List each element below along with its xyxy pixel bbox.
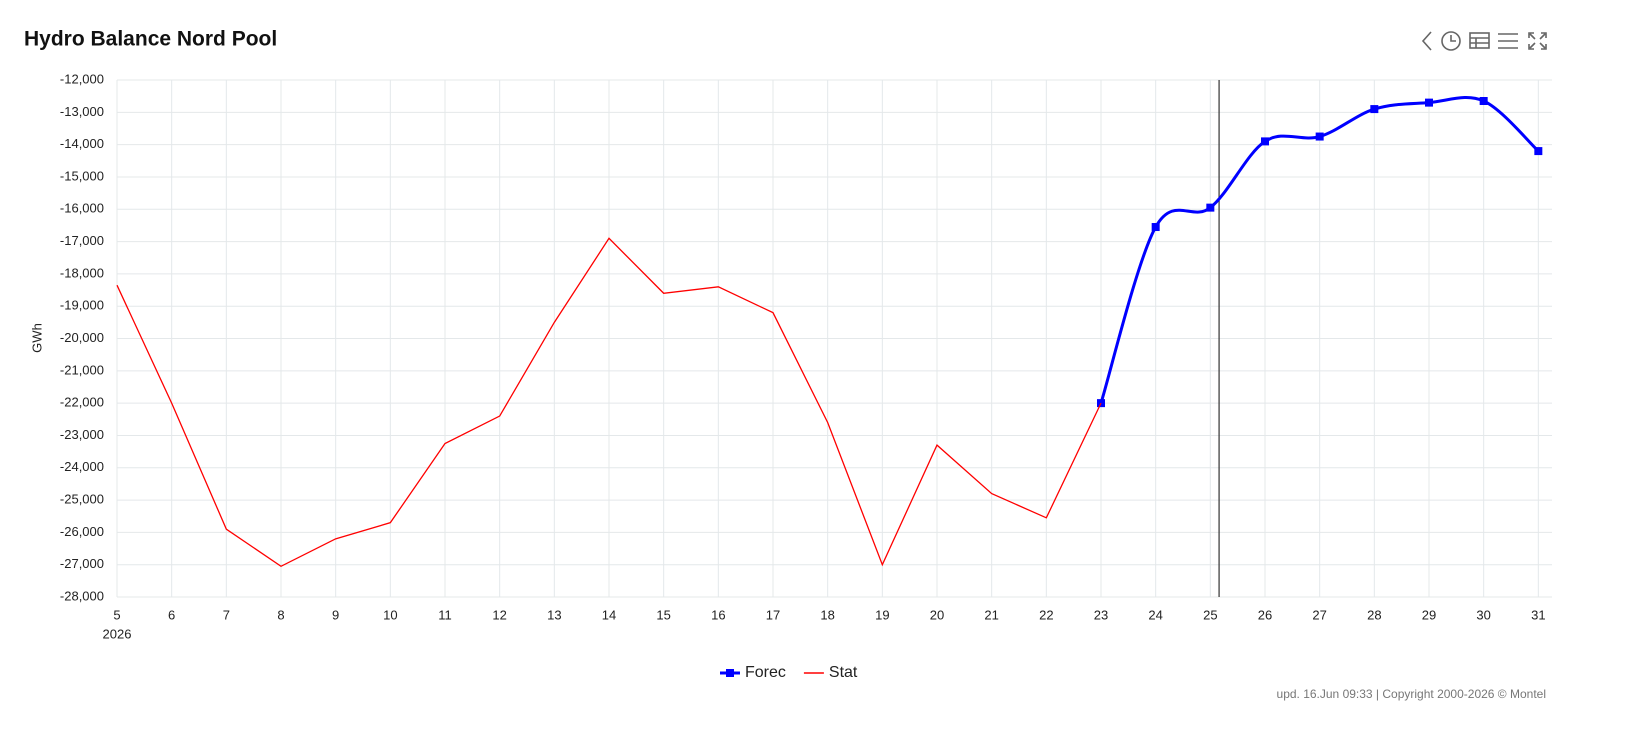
y-tick-label: -13,000 <box>60 104 104 119</box>
x-tick-label: 13 <box>547 607 561 622</box>
y-tick-label: -26,000 <box>60 524 104 539</box>
footer: upd. 16.Jun 09:33 | Copyright 2000-2026 … <box>1277 687 1546 701</box>
point-marker <box>1370 105 1379 114</box>
legend: Forec Stat <box>720 664 858 681</box>
y-tick-label: -25,000 <box>60 492 104 507</box>
x-tick-label: 25 <box>1203 607 1217 622</box>
y-axis-label: GWh <box>29 323 44 353</box>
y-tick-label: -24,000 <box>60 459 104 474</box>
y-tick-label: -17,000 <box>60 233 104 248</box>
point-marker <box>1151 223 1160 232</box>
x-tick-label: 21 <box>984 607 998 622</box>
x-tick-label: 24 <box>1148 607 1162 622</box>
legend-label: Forec <box>745 664 786 681</box>
fullscreen-button[interactable] <box>1528 32 1547 50</box>
x-year-label: 2026 <box>103 626 132 641</box>
x-tick-label: 23 <box>1094 607 1108 622</box>
x-tick-label: 17 <box>766 607 780 622</box>
x-tick-label: 12 <box>492 607 506 622</box>
point-marker <box>1206 203 1215 212</box>
x-tick-label: 10 <box>383 607 397 622</box>
x-tick-label: 16 <box>711 607 725 622</box>
legend-symbol <box>726 669 734 677</box>
y-tick-label: -14,000 <box>60 136 104 151</box>
point-marker <box>1534 147 1543 156</box>
history-button[interactable] <box>1441 31 1461 51</box>
x-tick-label: 28 <box>1367 607 1381 622</box>
x-tick-label: 20 <box>930 607 944 622</box>
table-button[interactable] <box>1469 32 1490 49</box>
x-tick-label: 5 <box>113 607 120 622</box>
x-tick-label: 19 <box>875 607 889 622</box>
x-tick-label: 29 <box>1422 607 1436 622</box>
y-tick-label: -16,000 <box>60 201 104 216</box>
y-tick-label: -27,000 <box>60 556 104 571</box>
toolbar <box>1421 31 1547 51</box>
x-tick-label: 7 <box>223 607 230 622</box>
y-tick-label: -15,000 <box>60 168 104 183</box>
point-marker <box>1315 132 1324 141</box>
point-marker <box>1479 97 1488 106</box>
y-tick-label: -19,000 <box>60 298 104 313</box>
x-tick-label: 6 <box>168 607 175 622</box>
back-button[interactable] <box>1421 31 1432 51</box>
menu-button[interactable] <box>1498 33 1518 49</box>
y-tick-label: -20,000 <box>60 330 104 345</box>
point-marker <box>1261 137 1269 146</box>
x-tick-label: 11 <box>438 607 452 622</box>
x-tick-label: 8 <box>277 607 284 622</box>
x-tick-label: 31 <box>1531 607 1545 622</box>
legend-label: Stat <box>829 664 858 681</box>
y-tick-label: -28,000 <box>60 588 104 603</box>
x-tick-label: 22 <box>1039 607 1053 622</box>
x-tick-label: 30 <box>1476 607 1490 622</box>
y-tick-label: -12,000 <box>60 71 104 86</box>
x-tick-label: 9 <box>332 607 339 622</box>
y-tick-label: -23,000 <box>60 427 104 442</box>
x-tick-label: 18 <box>820 607 834 622</box>
series-line <box>116 237 1102 568</box>
x-tick-label: 27 <box>1312 607 1326 622</box>
y-tick-label: -21,000 <box>60 362 104 377</box>
y-tick-label: -22,000 <box>60 395 104 410</box>
x-tick-label: 14 <box>602 607 616 622</box>
chart-title: Hydro Balance Nord Pool <box>24 28 277 51</box>
y-tick-label: -18,000 <box>60 265 104 280</box>
x-tick-label: 15 <box>656 607 670 622</box>
point-marker <box>1425 98 1433 107</box>
x-tick-label: 26 <box>1258 607 1272 622</box>
